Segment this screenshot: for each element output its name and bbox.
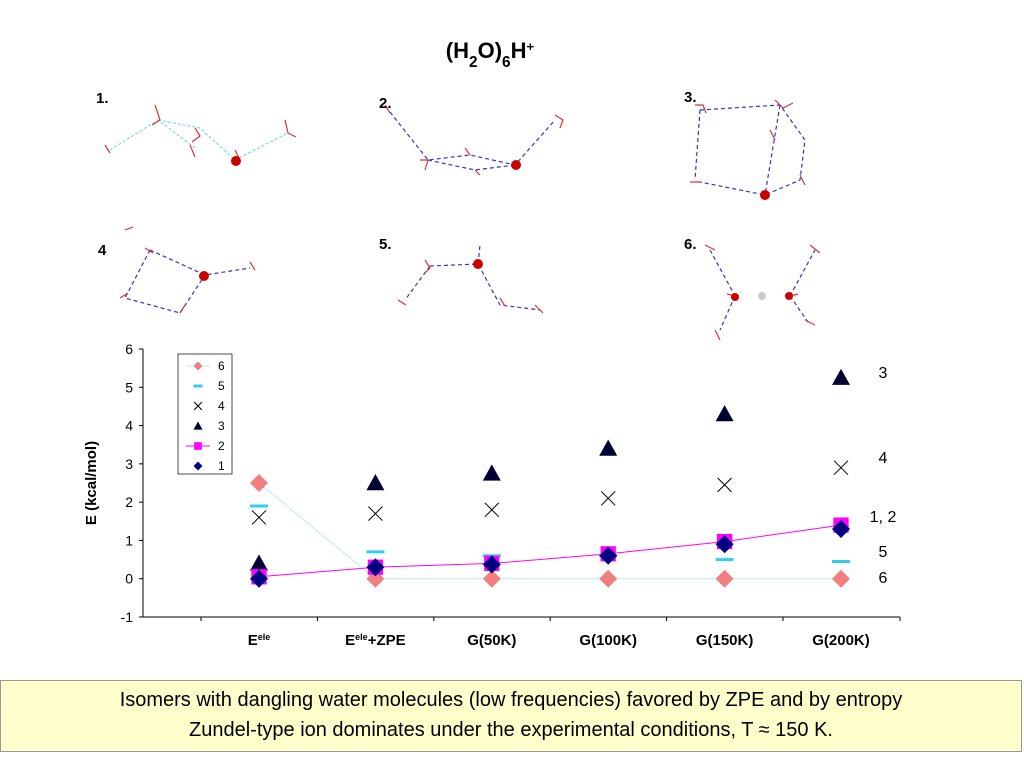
annotation: 3 <box>879 365 888 382</box>
marker <box>599 439 618 456</box>
molecule-sketches <box>104 99 821 341</box>
structure-label: 2. <box>379 95 392 112</box>
slide-title: (H2O)6H+ <box>446 38 535 71</box>
caption-box: Isomers with dangling water molecules (l… <box>0 680 1022 752</box>
legend-label: 2 <box>218 439 225 453</box>
marker <box>368 506 383 521</box>
marker <box>832 368 850 385</box>
x-tick-label: Eele+ZPE <box>345 632 405 649</box>
marker <box>250 554 268 571</box>
marker <box>250 474 268 492</box>
marker <box>250 569 268 588</box>
marker <box>251 510 267 525</box>
structure-label: 1. <box>96 90 109 107</box>
text-part: H <box>511 38 527 63</box>
text-part: G(100K) <box>579 632 637 649</box>
legend-label: 1 <box>218 459 225 473</box>
y-tick-label: 4 <box>125 418 133 434</box>
marker <box>482 464 501 481</box>
structure-label: 3. <box>684 89 697 106</box>
marker <box>194 442 202 450</box>
legend-box <box>177 353 233 475</box>
text-part: ele <box>258 632 271 642</box>
marker <box>832 569 850 588</box>
marker <box>599 546 618 565</box>
series-line <box>258 524 842 578</box>
marker <box>482 569 501 588</box>
y-tick-label: 2 <box>125 494 133 510</box>
marker <box>366 558 385 577</box>
legend-label: 4 <box>218 399 225 413</box>
marker <box>482 555 501 574</box>
caption-line: Zundel-type ion dominates under the expe… <box>189 719 833 741</box>
text-part: (H <box>446 38 469 63</box>
x-tick-label: Eele <box>248 632 271 649</box>
annotation: 4 <box>879 450 888 467</box>
text-part: 2 <box>469 54 478 71</box>
text-part: 6 <box>502 54 511 71</box>
y-tick-label: -1 <box>121 609 134 625</box>
structure-label: 5. <box>379 236 392 253</box>
legend-label: 3 <box>218 419 225 433</box>
text-part: G(50K) <box>467 632 516 649</box>
marker <box>193 461 203 471</box>
caption-line: Isomers with dangling water molecules (l… <box>119 689 903 711</box>
structure-label: 6. <box>684 236 697 253</box>
marker <box>717 477 732 493</box>
annotation: 5 <box>879 544 888 561</box>
x-tick-label: G(200K) <box>812 632 870 649</box>
text-part: ele <box>355 632 368 642</box>
marker <box>193 421 203 430</box>
series-line <box>258 482 841 580</box>
y-tick-label: 3 <box>125 456 133 472</box>
marker <box>193 401 203 411</box>
y-tick-label: 5 <box>125 379 133 395</box>
text-part: E <box>345 632 355 649</box>
x-tick-label: G(100K) <box>579 632 637 649</box>
marker <box>484 502 500 518</box>
text-part: O) <box>478 38 502 63</box>
marker <box>599 569 618 588</box>
marker <box>715 569 734 588</box>
text-part: + <box>526 39 534 54</box>
annotation: 6 <box>879 570 888 587</box>
marker <box>833 460 849 476</box>
marker <box>600 490 616 506</box>
y-tick-label: 0 <box>125 571 133 587</box>
marker <box>832 519 850 538</box>
structure-label: 4 <box>98 242 107 259</box>
legend-label: 5 <box>218 379 225 393</box>
x-tick-label: G(50K) <box>467 632 516 649</box>
text-part: +ZPE <box>368 632 406 649</box>
annotation: 1, 2 <box>870 509 897 526</box>
y-axis-label: E (kcal/mol) <box>83 441 100 525</box>
text-part: G(200K) <box>812 632 870 649</box>
y-tick-label: 6 <box>125 341 133 357</box>
x-tick-label: G(150K) <box>696 632 754 649</box>
text-part: G(150K) <box>696 632 754 649</box>
marker <box>715 405 734 422</box>
legend: 6 5 4 3 2 1 <box>177 353 233 475</box>
marker <box>715 535 734 554</box>
text-part: E <box>248 632 258 649</box>
marker <box>366 474 385 491</box>
y-tick-label: 1 <box>125 532 133 548</box>
marker <box>193 361 203 371</box>
legend-label: 6 <box>218 359 225 373</box>
